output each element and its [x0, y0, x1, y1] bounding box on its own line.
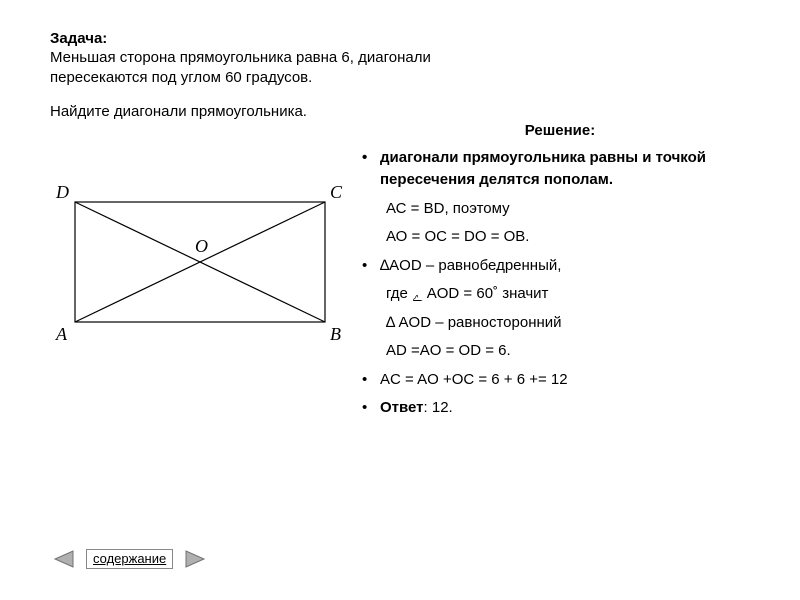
solution-block: Решение: диагонали прямоугольника равны …: [350, 122, 760, 426]
rectangle-diagram: A B C D O: [50, 172, 350, 352]
problem-text-line2: пересекаются под углом 60 градусов.: [50, 69, 312, 86]
label-a: A: [55, 324, 68, 344]
nav-bar: содержание: [50, 548, 209, 570]
label-o: O: [195, 236, 208, 256]
label-c: C: [330, 182, 343, 202]
toc-link[interactable]: содержание: [86, 549, 173, 569]
problem-block: Задача: Меньшая сторона прямоугольника р…: [50, 30, 760, 120]
next-button[interactable]: [181, 548, 209, 570]
problem-text-line1: Меньшая сторона прямоугольника равна 6, …: [50, 49, 431, 66]
label-d: D: [55, 182, 69, 202]
solution-step: AD =AO = OD = 6.: [360, 340, 760, 363]
solution-title: Решение:: [360, 122, 760, 139]
solution-step: AC = AO +OC = 6 + 6 += 12: [360, 369, 760, 392]
problem-find: Найдите диагонали прямоугольника.: [50, 103, 760, 120]
solution-step: Ответ: 12.: [360, 397, 760, 420]
diagram-area: A B C D O: [50, 122, 350, 426]
solution-step: АО = ОС = DO = OB.: [360, 226, 760, 249]
prev-button[interactable]: [50, 548, 78, 570]
solution-step: где ﮮ AOD = 60˚ значит: [360, 283, 760, 306]
arrow-right-icon: [182, 549, 208, 569]
arrow-left-icon: [51, 549, 77, 569]
solution-step: диагонали прямоугольника равны и точкой …: [360, 147, 760, 192]
solution-list: диагонали прямоугольника равны и точкой …: [360, 147, 760, 420]
solution-step: ∆ AOD – равносторонний: [360, 312, 760, 335]
label-b: B: [330, 324, 341, 344]
solution-step: АС = BD, поэтому: [360, 198, 760, 221]
solution-step: ∆AOD – равнобедренный,: [360, 255, 760, 278]
problem-title: Задача:: [50, 30, 107, 47]
